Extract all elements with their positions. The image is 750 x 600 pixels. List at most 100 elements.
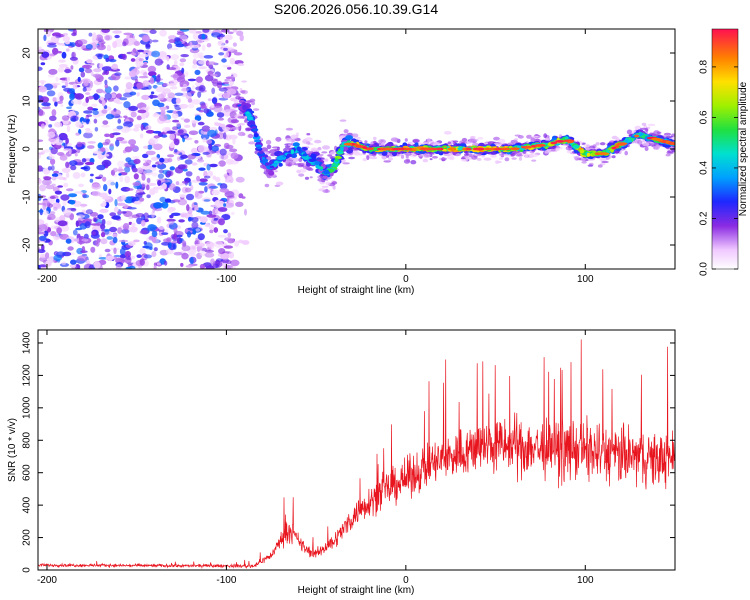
noise-blob — [116, 93, 122, 99]
noise-blob — [185, 92, 192, 100]
spectrogram-y-ticks: -20 -10 0 10 20 — [22, 47, 675, 252]
noise-blob — [51, 183, 56, 187]
noise-blob — [109, 143, 114, 147]
noise-blob — [159, 157, 165, 163]
noise-blob — [216, 200, 226, 209]
signal-core — [262, 158, 269, 163]
noise-blob — [177, 129, 184, 134]
noise-blob — [108, 59, 117, 63]
noise-blob — [84, 68, 92, 74]
signal-core — [579, 149, 585, 154]
noise-blob — [213, 105, 223, 113]
noise-blob — [101, 159, 112, 167]
noise-blob — [119, 253, 127, 259]
haze-blob — [423, 153, 431, 159]
haze-blob — [322, 189, 331, 193]
noise-blob — [115, 43, 123, 47]
noise-blob — [188, 181, 192, 187]
noise-blob — [125, 188, 134, 191]
signal-core — [269, 165, 275, 169]
signal-peak — [362, 146, 368, 150]
haze-blob — [581, 161, 587, 164]
noise-blob — [189, 245, 197, 251]
noise-blob — [77, 76, 81, 82]
noise-blob — [171, 212, 181, 216]
noise-blob — [192, 32, 199, 40]
noise-blob — [124, 76, 132, 80]
noise-blob — [61, 261, 67, 265]
noise-blob — [100, 147, 106, 153]
signal-peak — [403, 147, 413, 151]
noise-blob — [194, 207, 199, 211]
noise-blob — [56, 203, 62, 209]
noise-blob — [133, 239, 140, 243]
noise-blob — [131, 222, 136, 227]
noise-blob — [206, 214, 217, 218]
haze-blob — [663, 132, 672, 136]
noise-blob — [125, 82, 133, 90]
noise-blob — [90, 223, 100, 226]
noise-blob — [198, 167, 206, 171]
noise-blob — [112, 132, 121, 136]
haze-blob — [526, 134, 533, 139]
haze-blob — [647, 123, 656, 127]
noise-blob — [225, 39, 229, 44]
noise-blob — [227, 176, 232, 181]
noise-blob — [204, 252, 215, 258]
noise-blob — [101, 218, 106, 226]
signal-core — [258, 151, 264, 154]
snr-y-label: SNR (10 * v/v) — [7, 418, 18, 482]
noise-blob — [41, 81, 45, 85]
noise-blob — [191, 119, 199, 124]
noise-blob — [210, 204, 218, 208]
noise-blob — [41, 106, 51, 110]
noise-blob — [63, 177, 67, 181]
noise-blob — [223, 132, 227, 140]
haze-blob — [483, 157, 492, 161]
noise-blob — [38, 139, 44, 142]
noise-blob — [209, 127, 218, 130]
noise-blob — [102, 196, 111, 200]
noise-blob — [43, 29, 50, 32]
haze-blob — [386, 154, 390, 158]
noise-blob — [219, 183, 228, 190]
spectrogram-x-ticks: -200 -100 0 100 — [37, 29, 594, 285]
haze-blob — [654, 145, 660, 150]
haze-blob — [343, 129, 349, 134]
noise-blob — [61, 85, 66, 89]
noise-blob — [93, 218, 97, 222]
haze-blob — [390, 137, 399, 142]
noise-blob — [110, 93, 116, 99]
snr-marks — [38, 339, 675, 570]
haze-blob — [404, 138, 408, 142]
noise-blob — [198, 239, 202, 246]
noise-blob — [91, 231, 97, 236]
haze-blob — [472, 140, 477, 144]
noise-blob — [136, 254, 142, 258]
signal-core — [572, 144, 580, 149]
noise-blob — [143, 71, 148, 77]
haze-blob — [304, 137, 313, 142]
noise-blob — [81, 238, 89, 242]
noise-blob — [52, 47, 59, 55]
noise-blob — [89, 80, 94, 89]
noise-blob — [174, 92, 184, 97]
signal-core — [314, 161, 320, 165]
noise-blob — [139, 230, 149, 235]
noise-blob — [99, 63, 104, 69]
noise-blob — [172, 110, 178, 114]
haze-blob — [471, 155, 478, 160]
colorbar-tick-label: 0.0 — [699, 262, 710, 276]
noise-blob — [156, 262, 161, 266]
noise-blob — [46, 44, 57, 48]
noise-blob — [176, 156, 181, 162]
noise-blob — [194, 113, 203, 117]
noise-blob — [38, 165, 43, 172]
noise-blob — [204, 175, 211, 179]
noise-blob — [223, 47, 228, 52]
noise-blob — [173, 251, 183, 256]
noise-blob — [61, 115, 70, 121]
noise-blob — [42, 210, 49, 216]
noise-blob — [168, 47, 179, 51]
noise-blob — [114, 199, 118, 207]
